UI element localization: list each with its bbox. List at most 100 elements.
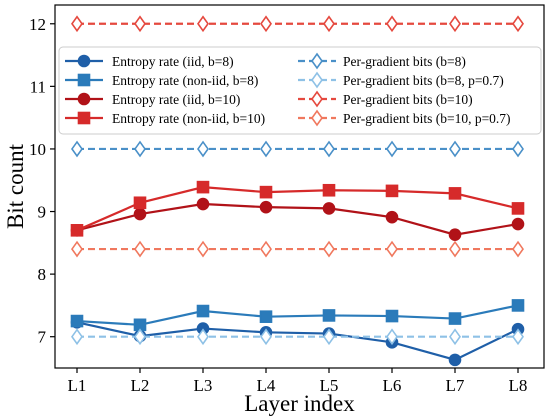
legend-swatch-marker-5 xyxy=(311,52,323,70)
legend-label-7: Per-gradient bits (b=10) xyxy=(343,92,473,107)
series-6-point-5 xyxy=(323,328,335,346)
series-3-point-6 xyxy=(385,210,399,224)
series-2-point-8 xyxy=(511,299,525,312)
series-7-point-1 xyxy=(71,15,83,33)
series-7-point-5 xyxy=(323,15,335,33)
legend-item-8: Per-gradient bits (b=10, p=0.7) xyxy=(298,109,511,127)
x-tick-label-L2: L2 xyxy=(131,376,150,395)
y-tick-label-11: 11 xyxy=(30,77,46,96)
series-6-point-2 xyxy=(134,328,146,346)
series-4-point-3 xyxy=(196,180,210,194)
series-1-line xyxy=(76,321,519,362)
series-5-point-1 xyxy=(71,140,83,158)
series-5-point-2 xyxy=(134,140,146,158)
series-2-point-3 xyxy=(196,304,210,318)
series-6-point-8 xyxy=(512,328,524,346)
legend-swatch-marker-3 xyxy=(77,92,91,106)
series-4-point-8 xyxy=(511,202,525,215)
legend-item-5: Per-gradient bits (b=8) xyxy=(298,52,466,70)
y-tick-label-9: 9 xyxy=(38,203,47,222)
plot-series xyxy=(70,15,525,367)
series-3-point-8 xyxy=(511,217,525,231)
series-5 xyxy=(71,140,524,158)
series-6-point-6 xyxy=(386,328,398,346)
series-4 xyxy=(70,180,525,237)
axes: 7 8 9 10 11 12 L1 L2 L3 L4 L5 L6 L7 L8 xyxy=(29,4,545,395)
series-2-line xyxy=(76,304,519,326)
legend-label-4: Entropy rate (non-iid, b=10) xyxy=(112,111,265,126)
legend-item-4: Entropy rate (non-iid, b=10) xyxy=(65,111,265,126)
series-6-point-1 xyxy=(71,328,83,346)
series-6-point-7 xyxy=(449,328,461,346)
series-4-point-1 xyxy=(70,224,84,237)
legend-item-3: Entropy rate (iid, b=10) xyxy=(65,92,240,107)
series-7-point-8 xyxy=(512,15,524,33)
series-6-point-4 xyxy=(260,328,272,346)
series-8 xyxy=(71,240,524,258)
series-2-point-5 xyxy=(322,309,336,322)
legend-swatch-marker-2 xyxy=(77,73,91,87)
series-8-point-3 xyxy=(197,240,209,258)
legend-item-6: Per-gradient bits (b=8, p=0.7) xyxy=(298,71,504,89)
legend-swatch-marker-8 xyxy=(311,109,323,127)
legend-label-6: Per-gradient bits (b=8, p=0.7) xyxy=(343,73,504,88)
series-5-point-6 xyxy=(386,140,398,158)
series-4-point-7 xyxy=(448,187,462,200)
series-5-point-4 xyxy=(260,140,272,158)
legend-swatch-marker-4 xyxy=(77,111,91,125)
x-tick-label-L6: L6 xyxy=(383,376,402,395)
y-tick-label-12: 12 xyxy=(29,15,46,34)
series-4-point-2 xyxy=(133,196,147,210)
x-tick-label-L4: L4 xyxy=(257,376,276,395)
series-5-point-5 xyxy=(323,140,335,158)
legend-swatch-marker-6 xyxy=(311,71,323,89)
series-8-point-5 xyxy=(323,240,335,258)
series-5-point-8 xyxy=(512,140,524,158)
x-tick-label-L1: L1 xyxy=(68,376,87,395)
series-8-point-7 xyxy=(449,240,461,258)
legend-item-1: Entropy rate (iid, b=8) xyxy=(65,54,234,69)
series-5-point-7 xyxy=(449,140,461,158)
series-2-point-7 xyxy=(448,312,462,325)
series-2-point-4 xyxy=(259,310,273,323)
series-4-point-4 xyxy=(259,185,273,199)
legend: Entropy rate (iid, b=8) Entropy rate (non… xyxy=(58,46,542,135)
legend-label-5: Per-gradient bits (b=8) xyxy=(343,54,466,69)
series-3-point-7 xyxy=(448,228,462,241)
legend-swatch-marker-1 xyxy=(77,54,91,68)
series-3-point-2 xyxy=(133,207,147,221)
series-7-point-3 xyxy=(197,15,209,33)
y-tick-label-7: 7 xyxy=(38,328,47,347)
series-6-point-3 xyxy=(197,328,209,346)
series-4-line xyxy=(76,186,519,232)
series-3-point-5 xyxy=(322,202,336,215)
series-7-point-2 xyxy=(134,15,146,33)
series-2 xyxy=(70,299,525,332)
series-1-point-7 xyxy=(448,353,462,367)
series-5-point-3 xyxy=(197,140,209,158)
legend-item-2: Entropy rate (non-iid, b=8) xyxy=(65,73,258,88)
series-3-point-4 xyxy=(259,200,273,214)
series-8-point-4 xyxy=(260,240,272,258)
series-4-point-5 xyxy=(322,183,336,197)
series-7-point-4 xyxy=(260,15,272,33)
series-3-line xyxy=(76,202,519,236)
series-8-point-2 xyxy=(134,240,146,258)
x-tick-label-L5: L5 xyxy=(320,376,339,395)
legend-label-2: Entropy rate (non-iid, b=8) xyxy=(112,73,258,88)
series-8-point-1 xyxy=(71,240,83,258)
legend-label-1: Entropy rate (iid, b=8) xyxy=(112,54,234,69)
y-axis-title: Bit count xyxy=(3,143,28,229)
series-7-point-7 xyxy=(449,15,461,33)
y-tick-label-10: 10 xyxy=(29,140,46,159)
x-tick-label-L7: L7 xyxy=(446,376,465,395)
legend-item-7: Per-gradient bits (b=10) xyxy=(298,90,473,108)
x-tick-label-L3: L3 xyxy=(194,376,213,395)
legend-label-8: Per-gradient bits (b=10, p=0.7) xyxy=(343,111,511,126)
series-3-point-3 xyxy=(196,197,210,211)
legend-label-3: Entropy rate (iid, b=10) xyxy=(112,92,240,107)
x-tick-label-L8: L8 xyxy=(509,376,528,395)
series-8-point-6 xyxy=(386,240,398,258)
y-tick-label-8: 8 xyxy=(38,265,47,284)
series-7-point-6 xyxy=(386,15,398,33)
